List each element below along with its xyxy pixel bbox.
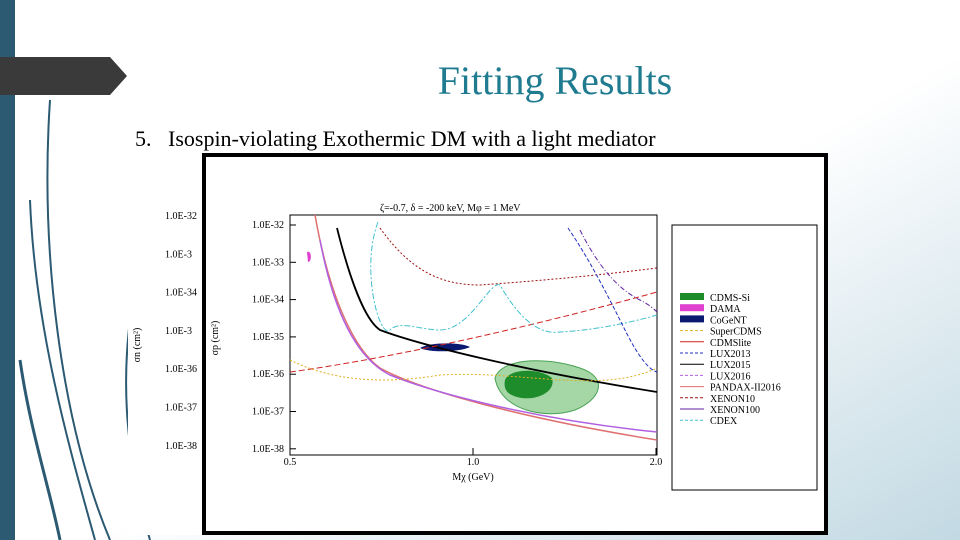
- legend-label: LUX2016: [710, 371, 751, 382]
- legend-label: CDMSlite: [710, 338, 752, 349]
- legend-label: SuperCDMS: [710, 327, 762, 338]
- legend-label: XENON10: [710, 394, 755, 405]
- x-tick-label: 1.0: [467, 457, 480, 468]
- axes: 1.0E-32 1.0E-33 1.0E-34 1.0E-35 1.0E-36 1.0E-…: [252, 220, 662, 468]
- back-y-tick-label: 1.0E-3: [165, 249, 192, 260]
- back-y-tick-label: 1.0E-34: [165, 288, 197, 299]
- back-y-tick-label: 1.0E-38: [165, 441, 197, 452]
- legend-swatch: [680, 293, 704, 300]
- x-label: Mχ (GeV): [452, 472, 493, 483]
- legend: CDMS-SiDAMACoGeNTSuperCDMSCDMSliteLUX201…: [680, 293, 781, 427]
- back-y-label: σn (cm²): [132, 328, 143, 363]
- back-y-tick-label: 1.0E-3: [165, 326, 192, 337]
- legend-label: XENON100: [710, 405, 760, 416]
- back-y-tick-label: 1.0E-32: [165, 211, 197, 222]
- slide-title: Fitting Results: [438, 58, 673, 103]
- figure-title: ζ=-0.7, δ = -200 keV, Mφ = 1 MeV: [380, 203, 521, 214]
- y-tick-label: 1.0E-33: [252, 257, 284, 268]
- legend-label: LUX2015: [710, 360, 751, 371]
- y-tick-label: 1.0E-36: [252, 369, 284, 380]
- y-label: σp (cm²): [210, 321, 221, 356]
- x-tick-label: 2.0: [650, 457, 663, 468]
- legend-label: DAMA: [710, 304, 741, 315]
- y-tick-label: 1.0E-32: [252, 220, 284, 231]
- figure-frame: [202, 153, 828, 535]
- y-tick-label: 1.0E-38: [252, 444, 284, 455]
- slide-item: 5. Isospin-violating Exothermic DM with …: [135, 126, 656, 151]
- back-y-tick-label: 1.0E-36: [165, 364, 197, 375]
- back-figure: 1.0E-32 1.0E-3 1.0E-34 1.0E-3 1.0E-36 1.0E-37…: [165, 211, 197, 452]
- y-tick-label: 1.0E-37: [252, 407, 284, 418]
- legend-box: [671, 224, 818, 491]
- back-y-tick-label: 1.0E-37: [165, 403, 197, 414]
- legend-label: CDMS-Si: [710, 293, 750, 304]
- legend-swatch: [680, 315, 704, 323]
- legend-swatch: [680, 304, 704, 312]
- y-tick-label: 1.0E-35: [252, 332, 284, 343]
- legend-label: CDEX: [710, 416, 738, 427]
- title-arrow: [0, 57, 127, 95]
- legend-label: PANDAX-II2016: [710, 383, 781, 394]
- legend-label: CoGeNT: [710, 315, 747, 326]
- x-tick-label: 0.5: [284, 457, 297, 468]
- legend-label: LUX2013: [710, 349, 751, 360]
- y-tick-label: 1.0E-34: [252, 295, 284, 306]
- side-bar: [0, 0, 15, 540]
- curves: [289, 214, 658, 441]
